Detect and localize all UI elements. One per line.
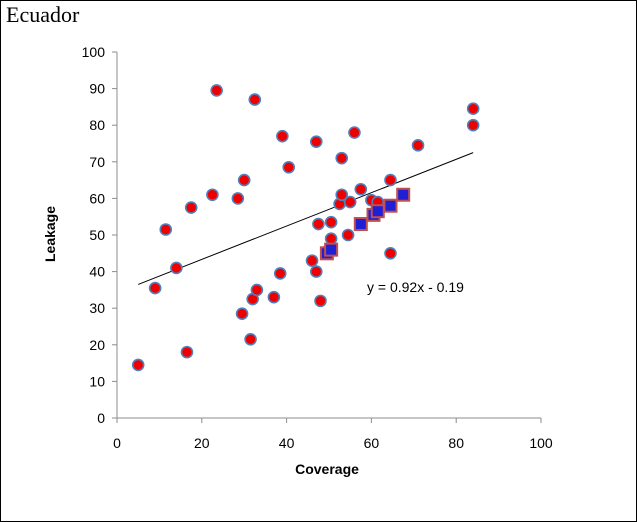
- trendline-equation: y = 0.92x - 0.19: [367, 279, 464, 295]
- circle-point: [248, 93, 262, 106]
- circle-point: [466, 102, 480, 116]
- circle-point: [131, 358, 145, 372]
- square-point: [396, 187, 411, 202]
- circle-point: [180, 345, 194, 359]
- circle-point: [348, 126, 361, 139]
- circle-point: [309, 135, 323, 148]
- chart-title: Ecuador: [6, 2, 80, 27]
- circle-point: [384, 247, 397, 260]
- circle-point: [314, 294, 327, 308]
- circle-point: [244, 333, 257, 346]
- circle-point: [210, 84, 223, 97]
- y-tick-label: 80: [89, 117, 105, 133]
- circle-point: [335, 151, 349, 165]
- circle-point: [335, 188, 349, 202]
- x-tick-label: 40: [279, 435, 295, 451]
- circle-point: [159, 223, 173, 236]
- y-tick-label: 60: [89, 190, 105, 206]
- circle-point: [341, 228, 355, 242]
- tick-marks: [112, 51, 542, 423]
- square-point: [353, 217, 368, 232]
- circle-point: [309, 265, 323, 278]
- y-axis-title: Leakage: [42, 206, 58, 262]
- circle-point: [466, 118, 480, 132]
- circle-point: [237, 173, 251, 187]
- circle-point: [250, 283, 264, 297]
- circle-point: [170, 261, 183, 275]
- x-tick-label: 100: [529, 435, 553, 451]
- tick-labels: 0 10 20 30 40 50 60 70 80 90 100 0 20 40 60 80 100: [82, 44, 553, 451]
- circle-point: [184, 201, 198, 214]
- square-point: [324, 242, 339, 257]
- y-tick-label: 50: [89, 227, 105, 243]
- circle-point: [267, 290, 281, 304]
- circle-point: [282, 160, 296, 174]
- y-tick-label: 20: [89, 337, 105, 353]
- circle-point: [231, 192, 245, 205]
- y-tick-label: 70: [89, 154, 105, 170]
- circle-point: [312, 217, 325, 231]
- circle-point: [324, 232, 338, 245]
- square-point: [370, 204, 385, 219]
- trendline: [138, 152, 474, 285]
- y-tick-label: 90: [89, 81, 105, 97]
- circle-point: [384, 173, 397, 187]
- circle-point: [276, 129, 289, 143]
- circle-point: [305, 254, 319, 267]
- y-tick-label: 10: [89, 373, 105, 389]
- y-tick-label: 0: [97, 410, 105, 426]
- circle-point: [411, 139, 425, 152]
- y-tick-label: 40: [89, 264, 105, 280]
- x-tick-label: 80: [448, 435, 464, 451]
- circle-point: [235, 307, 249, 320]
- circle-point: [273, 267, 287, 280]
- x-tick-label: 60: [364, 435, 380, 451]
- y-tick-label: 30: [89, 300, 105, 316]
- x-axis-title: Coverage: [295, 461, 359, 477]
- x-tick-label: 0: [113, 435, 121, 451]
- y-tick-label: 100: [82, 44, 106, 60]
- square-point: [383, 198, 398, 213]
- data-points: [131, 84, 480, 372]
- x-tick-label: 20: [194, 435, 210, 451]
- circle-point: [148, 281, 162, 295]
- circle-point: [324, 215, 338, 229]
- circle-point: [206, 188, 219, 202]
- circle-point: [343, 195, 357, 209]
- circle-point: [354, 182, 368, 196]
